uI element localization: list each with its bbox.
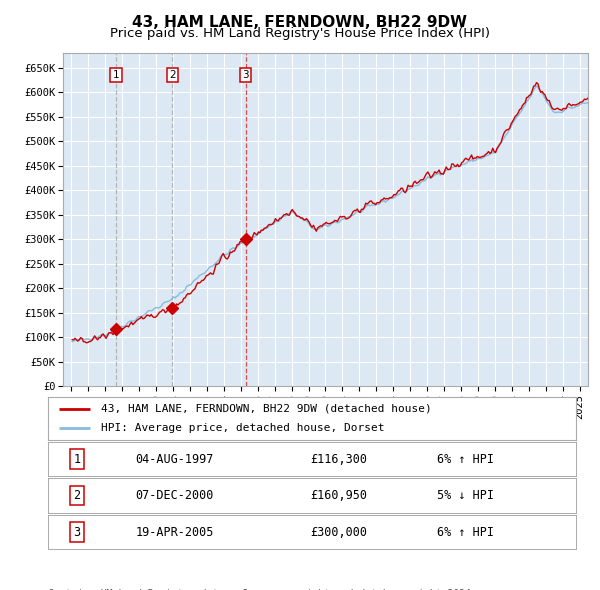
Text: 6% ↑ HPI: 6% ↑ HPI xyxy=(437,453,494,466)
Text: 07-DEC-2000: 07-DEC-2000 xyxy=(136,489,214,502)
Text: 43, HAM LANE, FERNDOWN, BH22 9DW: 43, HAM LANE, FERNDOWN, BH22 9DW xyxy=(133,15,467,30)
Text: £116,300: £116,300 xyxy=(310,453,367,466)
Text: Contains HM Land Registry data © Crown copyright and database right 2024.
This d: Contains HM Land Registry data © Crown c… xyxy=(48,589,477,590)
Text: 1: 1 xyxy=(113,70,119,80)
Text: 04-AUG-1997: 04-AUG-1997 xyxy=(136,453,214,466)
Text: £160,950: £160,950 xyxy=(310,489,367,502)
Text: 3: 3 xyxy=(242,70,249,80)
Text: 2: 2 xyxy=(169,70,176,80)
Text: 43, HAM LANE, FERNDOWN, BH22 9DW (detached house): 43, HAM LANE, FERNDOWN, BH22 9DW (detach… xyxy=(101,404,431,414)
Text: 1: 1 xyxy=(73,453,80,466)
Text: HPI: Average price, detached house, Dorset: HPI: Average price, detached house, Dors… xyxy=(101,423,385,433)
Text: 6% ↑ HPI: 6% ↑ HPI xyxy=(437,526,494,539)
Text: 5% ↓ HPI: 5% ↓ HPI xyxy=(437,489,494,502)
Text: 19-APR-2005: 19-APR-2005 xyxy=(136,526,214,539)
Text: £300,000: £300,000 xyxy=(310,526,367,539)
Text: 2: 2 xyxy=(73,489,80,502)
Text: 3: 3 xyxy=(73,526,80,539)
Text: Price paid vs. HM Land Registry's House Price Index (HPI): Price paid vs. HM Land Registry's House … xyxy=(110,27,490,40)
